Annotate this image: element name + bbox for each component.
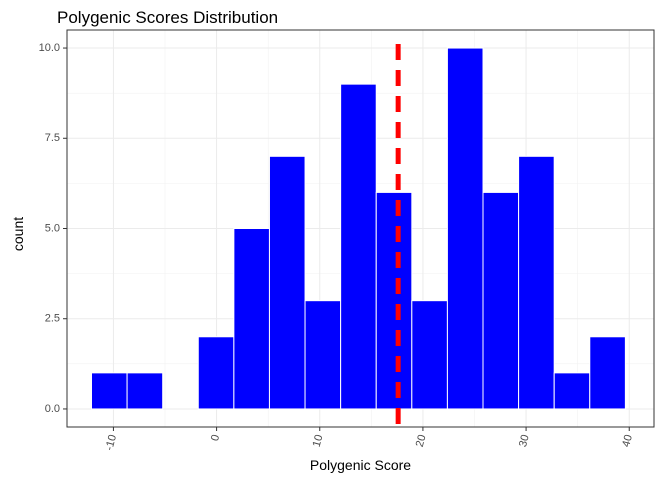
histogram-bar (553, 372, 591, 410)
x-tick-label: 20 (414, 433, 429, 448)
histogram-bar (268, 155, 306, 410)
x-tick-label: -10 (103, 433, 119, 451)
chart-title: Polygenic Scores Distribution (57, 8, 278, 27)
histogram-bar (233, 228, 270, 410)
histogram-bar (375, 191, 413, 410)
y-axis-title: count (10, 217, 26, 251)
histogram-bar (589, 336, 626, 410)
y-tick-label: 10.0 (39, 42, 60, 54)
histogram-bar (304, 300, 342, 410)
y-axis: 0.0 2.5 5.0 7.5 10.0 (39, 42, 67, 415)
x-tick-label: 10 (311, 433, 326, 448)
histogram-bar (197, 336, 235, 410)
y-tick-label: 0.0 (45, 403, 60, 415)
histogram-bar (91, 372, 128, 410)
y-tick-label: 2.5 (45, 313, 60, 325)
x-axis-title: Polygenic Score (310, 457, 411, 473)
x-tick-label: 40 (620, 433, 635, 448)
histogram-bar (126, 372, 164, 410)
y-tick-label: 7.5 (45, 132, 60, 144)
histogram-bar (482, 191, 520, 410)
histogram-bar (446, 47, 484, 410)
x-axis: -10 0 10 20 30 40 (103, 427, 635, 452)
bars (91, 47, 626, 410)
histogram-bar (411, 300, 448, 410)
x-tick-label: 0 (209, 433, 222, 442)
y-tick-label: 5.0 (45, 222, 60, 234)
histogram-bar (340, 83, 377, 410)
x-tick-label: 30 (517, 433, 532, 448)
histogram-bar (518, 155, 555, 410)
